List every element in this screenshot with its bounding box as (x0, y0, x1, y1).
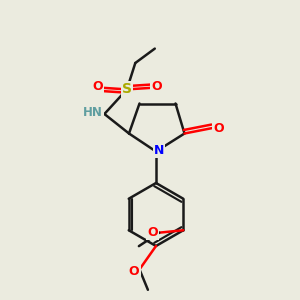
Text: O: O (213, 122, 224, 135)
Text: O: O (92, 80, 103, 93)
Text: O: O (147, 226, 158, 239)
Text: O: O (129, 265, 140, 278)
Text: HN: HN (83, 106, 103, 119)
Text: O: O (152, 80, 162, 93)
Text: N: N (154, 143, 164, 157)
Text: S: S (122, 82, 132, 96)
